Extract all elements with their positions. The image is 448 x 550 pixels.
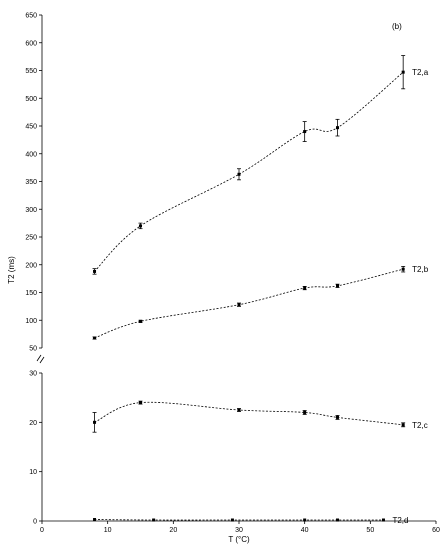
y-tick-label-lower: 30 <box>29 371 37 378</box>
y-tick-label-upper: 600 <box>25 40 37 47</box>
data-point <box>237 303 241 307</box>
y-tick-label-upper: 250 <box>25 235 37 242</box>
y-tick-label-upper: 150 <box>25 290 37 297</box>
y-tick-label-lower: 10 <box>29 469 37 476</box>
axis-break-mark <box>36 354 45 364</box>
y-tick-label-upper: 450 <box>25 124 37 131</box>
ticks: 5010015020025030035040045050055060065001… <box>25 13 440 535</box>
series-line <box>94 401 404 426</box>
data-point <box>93 336 97 340</box>
data-point <box>336 415 339 419</box>
series-line <box>94 268 404 339</box>
y-tick-label-upper: 100 <box>25 318 37 325</box>
data-point <box>152 518 156 522</box>
y-tick-label-upper: 200 <box>25 262 37 269</box>
data-point <box>93 269 97 273</box>
data-point <box>336 518 339 522</box>
panel-label: (b) <box>392 22 402 31</box>
y-tick-label-upper: 350 <box>25 179 37 186</box>
y-tick-label-upper: 50 <box>29 346 37 353</box>
data-point <box>401 70 405 74</box>
series-layer: T2,a T2,b T2,c T2,d <box>92 55 429 525</box>
series-t2-c: T2,c <box>92 400 428 433</box>
series-label: T2,c <box>412 421 428 430</box>
x-tick-label: 50 <box>366 527 374 534</box>
series-label: T2,d <box>392 516 408 525</box>
axis-break-line <box>39 356 45 364</box>
series-label: T2,b <box>412 265 429 274</box>
x-tick-label: 20 <box>169 527 177 534</box>
series-label: T2,a <box>412 68 429 77</box>
data-point <box>401 423 405 427</box>
y-tick-label-upper: 650 <box>25 13 37 20</box>
data-point <box>230 518 234 522</box>
series-t2-d: T2,d <box>93 516 408 525</box>
data-point <box>93 518 97 522</box>
series-t2-b: T2,b <box>92 265 429 340</box>
data-point <box>237 172 241 176</box>
data-point <box>336 126 339 130</box>
y-tick-label-upper: 400 <box>25 151 37 158</box>
y-tick-label-lower: 0 <box>33 519 37 526</box>
y-tick-label-upper: 500 <box>25 96 37 103</box>
data-point <box>336 284 339 288</box>
data-point <box>401 267 405 271</box>
x-tick-label: 0 <box>40 527 44 534</box>
data-point <box>303 410 307 414</box>
data-point <box>303 286 307 290</box>
axes <box>36 15 436 522</box>
data-point <box>139 401 142 405</box>
y-tick-label-lower: 20 <box>29 420 37 427</box>
series-t2-a: T2,a <box>92 55 429 275</box>
x-tick-label: 30 <box>235 527 243 534</box>
y-tick-label-upper: 550 <box>25 68 37 75</box>
data-point <box>381 518 385 522</box>
y-tick-label-upper: 300 <box>25 207 37 214</box>
data-point <box>139 224 142 228</box>
x-tick-label: 10 <box>104 527 112 534</box>
x-tick-label: 40 <box>301 527 309 534</box>
series-line <box>94 519 384 521</box>
axis-break-line <box>36 354 42 362</box>
series-line <box>94 71 404 272</box>
data-point <box>139 319 142 323</box>
data-point <box>93 420 97 424</box>
x-axis-label: T (°C) <box>228 535 250 544</box>
x-tick-label: 60 <box>432 527 440 534</box>
data-point <box>303 130 307 134</box>
data-point <box>237 408 241 412</box>
data-point <box>303 518 307 522</box>
y-axis-label: T2 (ms) <box>7 256 16 284</box>
